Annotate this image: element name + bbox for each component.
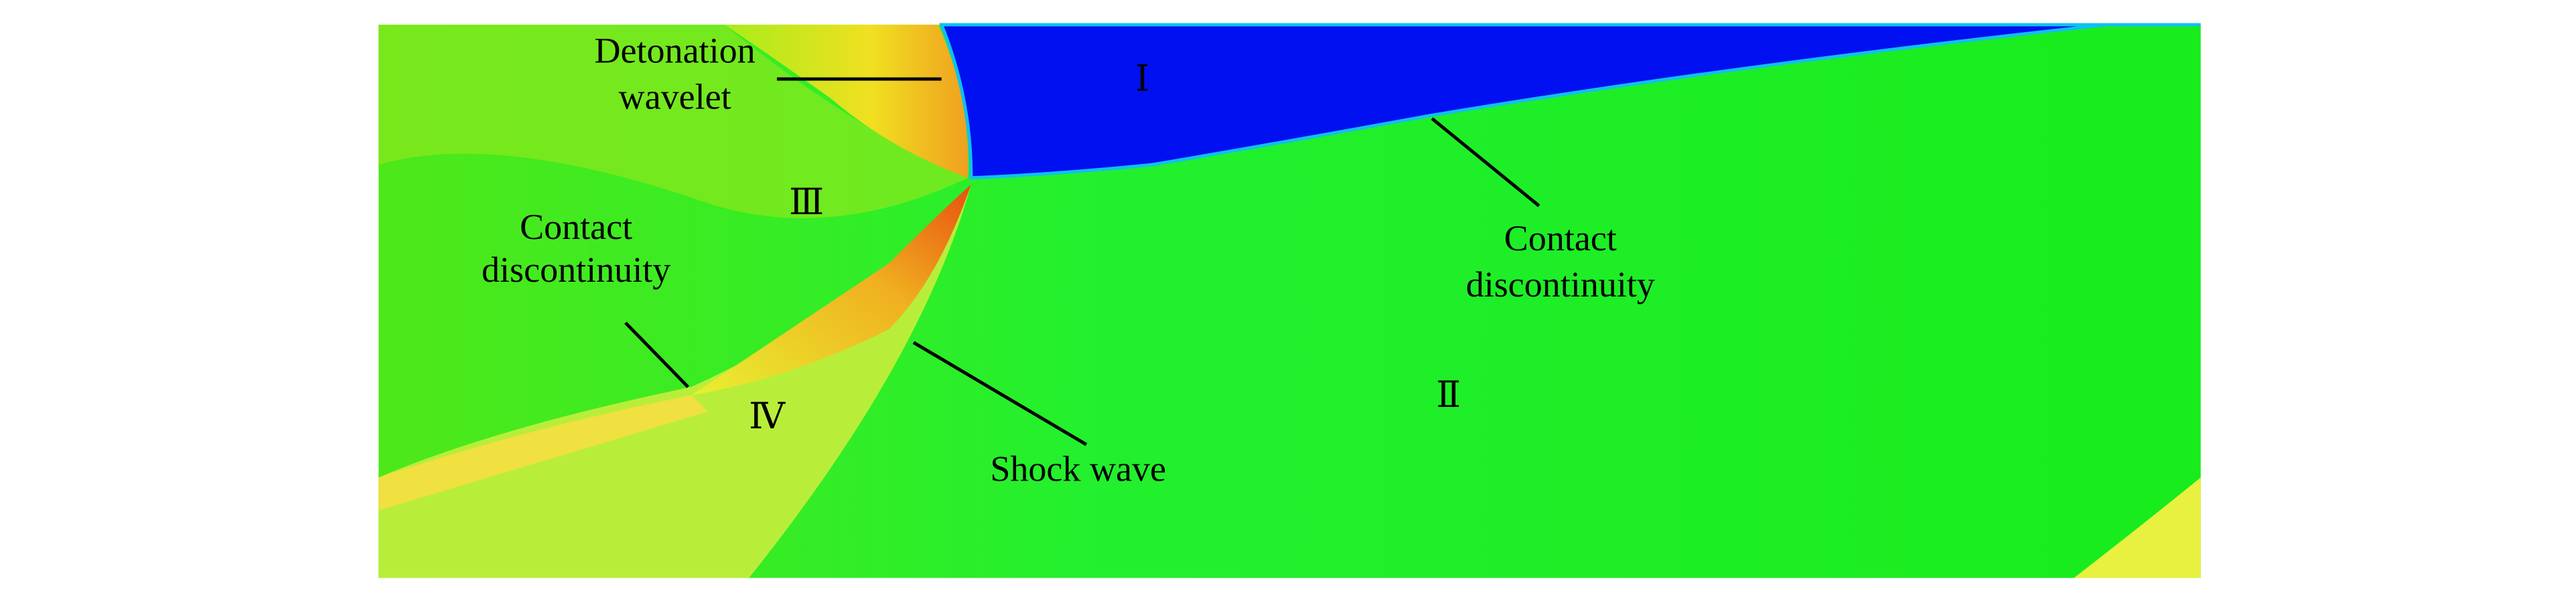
leader-line: [912, 341, 1088, 446]
region-label: Ⅲ: [789, 182, 824, 222]
label: discontinuity: [1466, 264, 1655, 305]
label: Contact: [1504, 218, 1617, 258]
leader-line: [624, 321, 689, 388]
annotations: Detonation wavelet Ⅰ Ⅱ Ⅲ Ⅳ Contact disco…: [482, 31, 1655, 489]
contact-band: [378, 395, 708, 511]
region-label: Ⅳ: [749, 396, 786, 436]
field-zone-iv: [378, 184, 971, 578]
detonation-zone: [724, 24, 969, 178]
label: wavelet: [619, 76, 731, 116]
label: Detonation: [594, 31, 755, 71]
region-i-zone: [939, 23, 2201, 180]
region-label: Ⅱ: [1436, 375, 1461, 415]
shock-zone: [691, 184, 971, 396]
label: discontinuity: [482, 250, 670, 290]
label: Contact: [520, 207, 632, 247]
contour-plot: [378, 23, 2201, 578]
edge-zone: [2074, 477, 2201, 578]
leader-line: [1431, 117, 1541, 207]
region-label: Ⅰ: [1135, 58, 1149, 98]
label: Shock wave: [990, 448, 1166, 489]
field-zone-iii: [378, 24, 969, 218]
